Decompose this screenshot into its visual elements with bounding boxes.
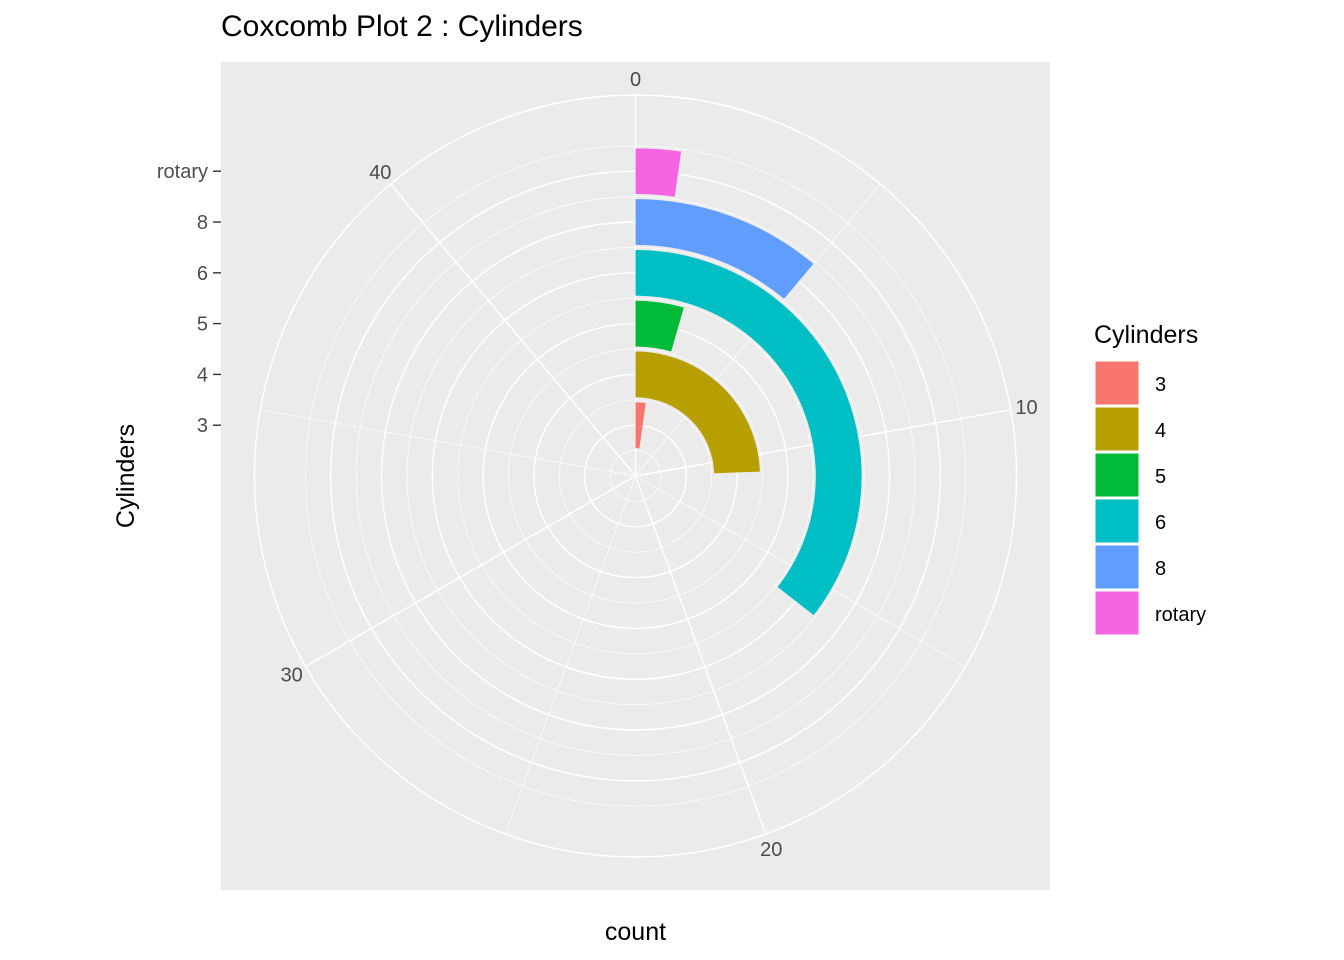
legend-label: 4: [1155, 420, 1166, 442]
y-axis-title: Cylinders: [112, 424, 140, 528]
minor-radius-gridline: [355, 196, 916, 756]
major-angle-gridline: [634, 475, 767, 835]
bar-3: [635, 402, 646, 449]
minor-angle-gridline: [504, 475, 636, 835]
y-tick-label: 5: [197, 314, 208, 336]
y-tick-label: 4: [197, 364, 208, 386]
legend: Cylinders 3 4 5 6 8 rotary: [1094, 321, 1206, 636]
minor-radius-gridline: [406, 247, 865, 705]
x-tick-label: 0: [630, 69, 641, 91]
chart-title: Coxcomb Plot 2 : Cylinders: [221, 10, 583, 43]
outer-gridline: [253, 94, 1018, 858]
x-tick-label: 20: [760, 839, 782, 861]
x-tick-label: 40: [369, 162, 391, 184]
minor-radius-gridline: [457, 297, 814, 655]
y-tick-label: 3: [197, 415, 208, 437]
legend-label: 3: [1155, 374, 1166, 396]
minor-radius-gridline: [304, 145, 967, 807]
legend-label: 6: [1155, 512, 1166, 534]
y-tick-label: 8: [197, 212, 208, 234]
minor-angle-gridline: [260, 409, 636, 477]
bar-6: [635, 249, 862, 616]
minor-radius-gridline: [558, 399, 713, 553]
legend-label: 5: [1155, 466, 1166, 488]
polar-grid: [253, 94, 1018, 858]
x-tick-label: 30: [281, 665, 303, 687]
legend-title: Cylinders: [1094, 321, 1198, 349]
legend-label: rotary: [1155, 604, 1206, 626]
angular-axis: 0 10 20 30 40: [281, 69, 1038, 861]
legend-swatch: [1094, 498, 1140, 544]
bar-4: [635, 351, 760, 474]
minor-radius-gridline: [508, 348, 763, 604]
radial-axis: 3 4 5 6 8 rotary: [157, 161, 221, 437]
legend-swatch: [1094, 406, 1140, 452]
bar-8: [635, 199, 814, 299]
x-axis-title: count: [605, 918, 666, 946]
x-tick-label: 10: [1015, 397, 1037, 419]
bar-rotary: [635, 148, 682, 197]
legend-swatch: [1094, 452, 1140, 498]
legend-label: 8: [1155, 558, 1166, 580]
major-angle-gridline: [305, 475, 636, 668]
major-angle-gridline: [390, 183, 637, 477]
y-tick-label: 6: [197, 263, 208, 285]
wedge-bars: [635, 148, 862, 616]
legend-swatch: [1094, 360, 1140, 406]
bar-5: [635, 300, 684, 352]
legend-swatch: [1094, 544, 1140, 590]
legend-swatch: [1094, 590, 1140, 636]
minor-radius-gridline: [609, 450, 662, 502]
y-tick-label: rotary: [157, 161, 208, 183]
